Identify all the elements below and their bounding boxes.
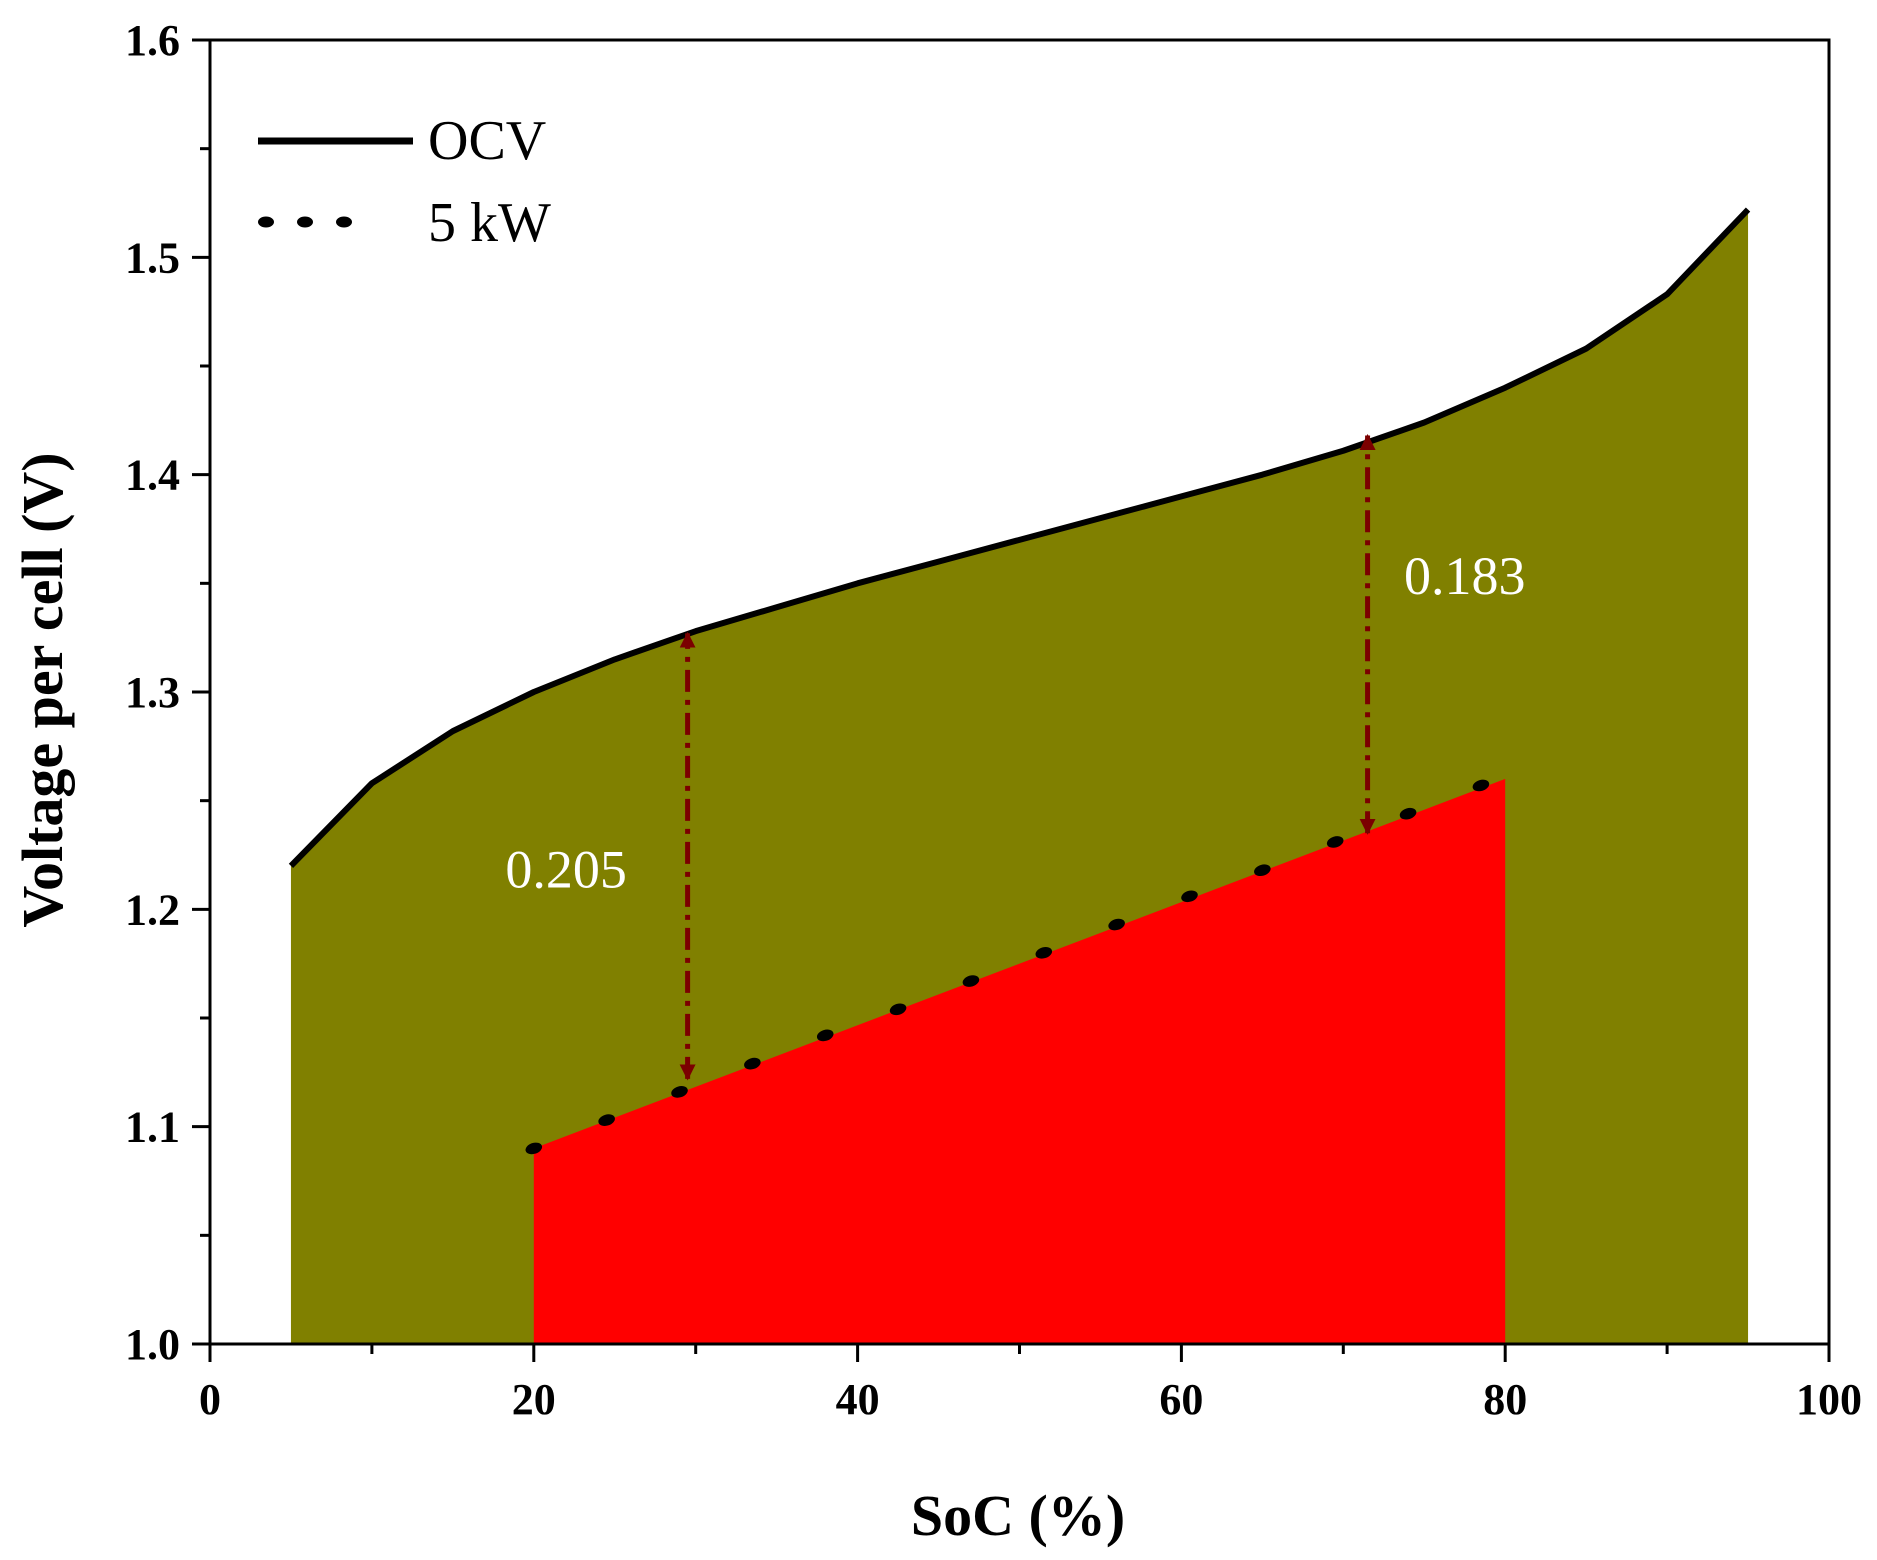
series-marker-5kw bbox=[671, 1086, 688, 1098]
y-tick-label: 1.1 bbox=[125, 1103, 180, 1152]
annotation-label-1: 0.183 bbox=[1404, 546, 1526, 606]
series-marker-5kw bbox=[598, 1114, 615, 1126]
series-marker-5kw bbox=[1108, 918, 1125, 931]
area-fill-series-1 bbox=[533, 778, 1506, 1344]
legend: OCV 5 kW bbox=[258, 110, 551, 254]
series-marker-5kw bbox=[889, 1003, 907, 1016]
series-marker-5kw bbox=[1399, 807, 1417, 820]
x-tick-label: 60 bbox=[1159, 1375, 1203, 1424]
lines-layer bbox=[288, 207, 1751, 1155]
series-marker-5kw bbox=[1035, 946, 1053, 959]
y-tick-label: 1.0 bbox=[125, 1320, 180, 1369]
series-marker-5kw bbox=[1472, 779, 1490, 792]
y-tick-label: 1.6 bbox=[125, 16, 180, 65]
y-tick-label: 1.4 bbox=[125, 451, 180, 500]
axes-layer: 0 20 40 60 80 100 1.0 1.1 1.2 1.3 1.4 1.5 1.6 bbox=[125, 16, 1862, 1424]
areas-layer bbox=[290, 209, 1749, 1344]
y-tick-label: 1.5 bbox=[125, 233, 180, 282]
series-marker-5kw bbox=[1181, 890, 1198, 903]
x-axis-title: SoC (%) bbox=[911, 1483, 1125, 1548]
x-tick-label: 100 bbox=[1796, 1375, 1862, 1424]
legend-5kw-swatch bbox=[258, 216, 352, 228]
series-marker-5kw bbox=[1326, 836, 1344, 848]
series-marker-5kw bbox=[962, 975, 980, 987]
y-tick-label: 1.3 bbox=[125, 668, 180, 717]
annotation-layer: 0.205 0.183 bbox=[505, 433, 1526, 1081]
y-axis-title: Voltage per cell (V) bbox=[10, 452, 75, 927]
x-tick-label: 0 bbox=[199, 1375, 221, 1424]
x-tick-label: 80 bbox=[1483, 1375, 1527, 1424]
series-marker-5kw bbox=[1254, 864, 1271, 877]
x-tick-label: 20 bbox=[512, 1375, 556, 1424]
annotation-label-0: 0.205 bbox=[505, 840, 627, 900]
series-line-ocv bbox=[288, 207, 1751, 868]
x-tick-label: 40 bbox=[836, 1375, 880, 1424]
series-marker-5kw bbox=[744, 1057, 761, 1070]
y-tick-label: 1.2 bbox=[125, 885, 180, 934]
series-marker-5kw bbox=[816, 1029, 834, 1042]
legend-ocv-label: OCV bbox=[428, 110, 546, 172]
series-marker-5kw bbox=[525, 1142, 543, 1155]
legend-5kw-label: 5 kW bbox=[428, 192, 551, 254]
